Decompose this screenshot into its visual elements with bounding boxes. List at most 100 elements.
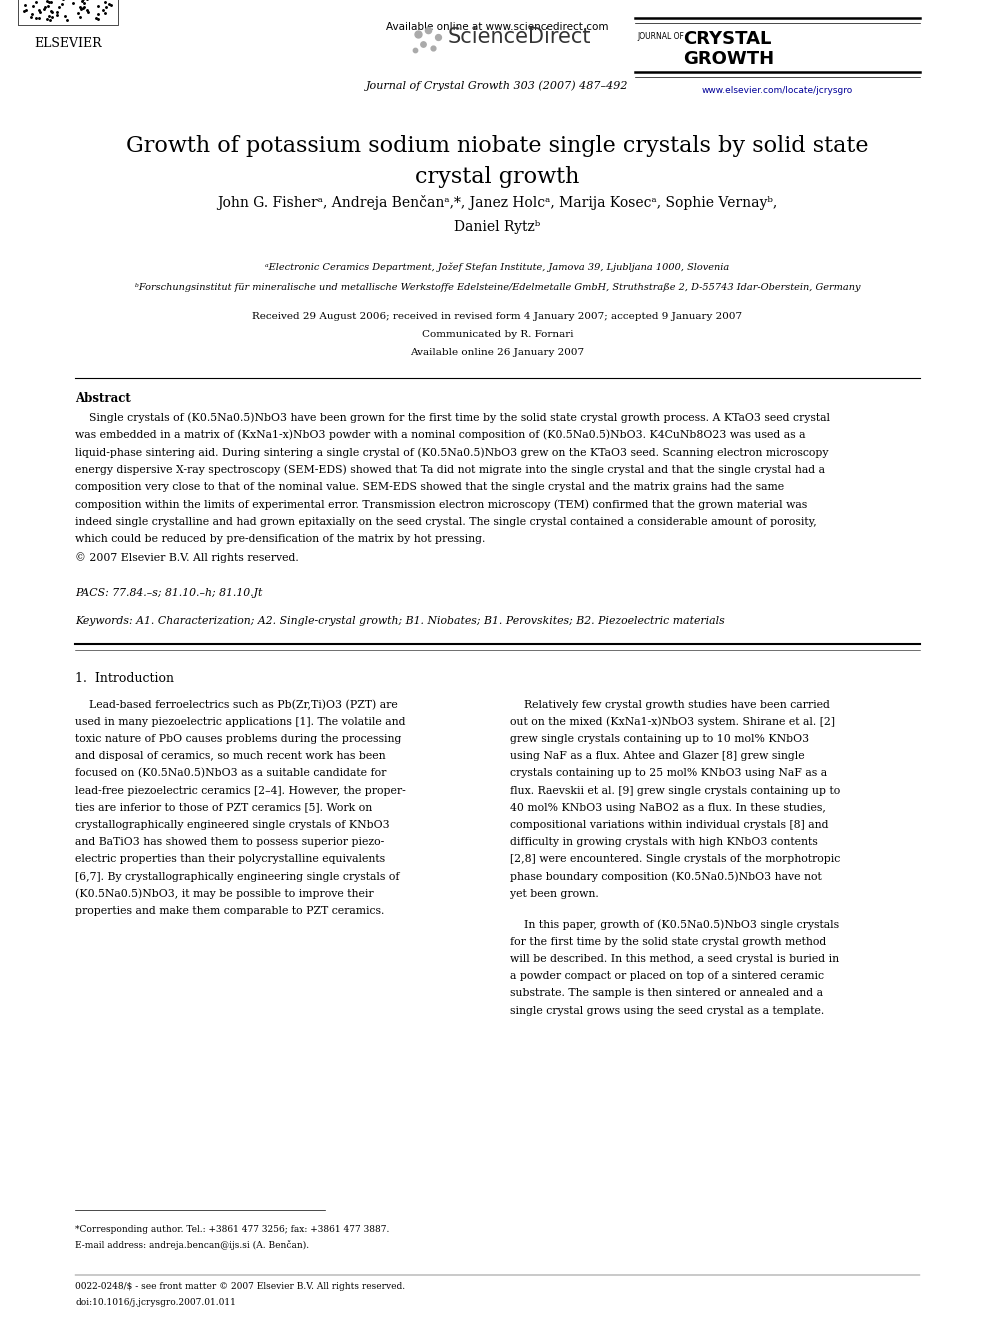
Text: GROWTH: GROWTH — [683, 50, 774, 67]
Point — [72, 0, 88, 19]
Point — [410, 24, 426, 45]
Point — [74, 0, 90, 4]
Text: crystals containing up to 25 mol% KNbO3 using NaF as a: crystals containing up to 25 mol% KNbO3 … — [510, 769, 827, 778]
Text: Lead-based ferroelectrics such as Pb(Zr,Ti)O3 (PZT) are: Lead-based ferroelectrics such as Pb(Zr,… — [75, 700, 398, 710]
Point — [88, 7, 104, 28]
Text: *Corresponding author. Tel.: +3861 477 3256; fax: +3861 477 3887.: *Corresponding author. Tel.: +3861 477 3… — [75, 1225, 390, 1234]
Text: yet been grown.: yet been grown. — [510, 889, 599, 898]
Point — [26, 0, 42, 7]
Text: energy dispersive X-ray spectroscopy (SEM-EDS) showed that Ta did not migrate in: energy dispersive X-ray spectroscopy (SE… — [75, 464, 825, 475]
Point — [65, 0, 81, 13]
Point — [59, 9, 74, 30]
Text: and disposal of ceramics, so much recent work has been: and disposal of ceramics, so much recent… — [75, 751, 386, 761]
Text: which could be reduced by pre-densification of the matrix by hot pressing.: which could be reduced by pre-densificat… — [75, 534, 485, 545]
Point — [430, 26, 445, 48]
Point — [31, 0, 47, 4]
Point — [34, 0, 50, 3]
Text: PACS: 77.84.–s; 81.10.–h; 81.10.Jt: PACS: 77.84.–s; 81.10.–h; 81.10.Jt — [75, 587, 262, 598]
Point — [44, 1, 60, 22]
Text: ELSEVIER: ELSEVIER — [34, 37, 102, 50]
Point — [23, 7, 39, 28]
Point — [28, 0, 44, 12]
Text: compositional variations within individual crystals [8] and: compositional variations within individu… — [510, 820, 828, 830]
Text: composition very close to that of the nominal value. SEM-EDS showed that the sin: composition very close to that of the no… — [75, 482, 784, 492]
Text: E-mail address: andreja.bencan@ijs.si (A. Benčan).: E-mail address: andreja.bencan@ijs.si (A… — [75, 1240, 310, 1250]
Point — [420, 20, 435, 41]
Text: In this paper, growth of (K0.5Na0.5)NbO3 single crystals: In this paper, growth of (K0.5Na0.5)NbO3… — [510, 919, 839, 930]
Text: Communicated by R. Fornari: Communicated by R. Fornari — [422, 329, 573, 339]
Point — [37, 0, 53, 17]
Text: JOURNAL OF: JOURNAL OF — [637, 32, 683, 41]
Point — [31, 0, 47, 20]
Point — [79, 0, 95, 5]
Point — [79, 1, 95, 22]
Point — [40, 0, 56, 16]
Point — [90, 0, 106, 5]
Text: a powder compact or placed on top of a sintered ceramic: a powder compact or placed on top of a s… — [510, 971, 824, 982]
Point — [31, 8, 47, 29]
Text: 40 mol% KNbO3 using NaBO2 as a flux. In these studies,: 40 mol% KNbO3 using NaBO2 as a flux. In … — [510, 803, 826, 812]
Text: www.elsevier.com/locate/jcrysgro: www.elsevier.com/locate/jcrysgro — [702, 86, 853, 95]
Text: substrate. The sample is then sintered or annealed and a: substrate. The sample is then sintered o… — [510, 988, 823, 999]
Text: CRYSTAL: CRYSTAL — [683, 30, 772, 48]
Point — [53, 0, 68, 3]
Point — [36, 0, 52, 20]
Text: electric properties than their polycrystalline equivalents: electric properties than their polycryst… — [75, 855, 385, 864]
Point — [49, 0, 64, 3]
Point — [69, 3, 85, 24]
Text: © 2007 Elsevier B.V. All rights reserved.: © 2007 Elsevier B.V. All rights reserved… — [75, 552, 299, 562]
Point — [75, 0, 91, 19]
Point — [40, 8, 56, 29]
Point — [42, 0, 58, 8]
Point — [79, 0, 95, 21]
Point — [17, 0, 33, 16]
Point — [94, 0, 110, 21]
Text: used in many piezoelectric applications [1]. The volatile and: used in many piezoelectric applications … — [75, 717, 406, 726]
Point — [54, 0, 69, 15]
Text: for the first time by the solid state crystal growth method: for the first time by the solid state cr… — [510, 937, 826, 947]
Point — [19, 0, 35, 20]
Point — [53, 0, 68, 5]
Point — [42, 5, 58, 26]
Point — [76, 0, 92, 17]
Point — [21, 0, 37, 4]
Point — [45, 0, 61, 5]
Text: Single crystals of (K0.5Na0.5)NbO3 have been grown for the first time by the sol: Single crystals of (K0.5Na0.5)NbO3 have … — [75, 411, 830, 422]
Point — [72, 0, 88, 5]
Text: ᵇForschungsinstitut für mineralische und metallische Werkstoffe Edelsteine/Edelm: ᵇForschungsinstitut für mineralische und… — [135, 283, 860, 292]
Text: properties and make them comparable to PZT ceramics.: properties and make them comparable to P… — [75, 906, 384, 916]
Point — [41, 0, 57, 5]
Text: using NaF as a flux. Ahtee and Glazer [8] grew single: using NaF as a flux. Ahtee and Glazer [8… — [510, 751, 805, 761]
Point — [26, 0, 42, 5]
Text: [2,8] were encountered. Single crystals of the morphotropic: [2,8] were encountered. Single crystals … — [510, 855, 840, 864]
Point — [27, 0, 43, 5]
Point — [101, 0, 117, 15]
Text: Daniel Rytzᵇ: Daniel Rytzᵇ — [454, 220, 541, 234]
Point — [85, 0, 101, 3]
Text: was embedded in a matrix of (KxNa1-x)NbO3 powder with a nominal composition of (: was embedded in a matrix of (KxNa1-x)NbO… — [75, 430, 806, 441]
Point — [16, 0, 32, 21]
Point — [90, 0, 106, 7]
Point — [73, 0, 89, 12]
Point — [29, 8, 45, 29]
Text: liquid-phase sintering aid. During sintering a single crystal of (K0.5Na0.5)NbO3: liquid-phase sintering aid. During sinte… — [75, 447, 828, 458]
Point — [24, 0, 40, 5]
Point — [97, 0, 113, 17]
Text: toxic nature of PbO causes problems during the processing: toxic nature of PbO causes problems duri… — [75, 734, 402, 744]
Text: ties are inferior to those of PZT ceramics [5]. Work on: ties are inferior to those of PZT cerami… — [75, 803, 372, 812]
Text: ᵃElectronic Ceramics Department, Jožef Stefan Institute, Jamova 39, Ljubljana 10: ᵃElectronic Ceramics Department, Jožef S… — [266, 262, 730, 271]
Point — [55, 0, 70, 9]
Text: crystallographically engineered single crystals of KNbO3: crystallographically engineered single c… — [75, 820, 390, 830]
Point — [44, 1, 60, 22]
Point — [44, 0, 60, 13]
Point — [71, 7, 87, 28]
Text: Journal of Crystal Growth 303 (2007) 487–492: Journal of Crystal Growth 303 (2007) 487… — [366, 79, 629, 90]
Point — [90, 0, 106, 1]
Point — [58, 5, 73, 26]
Point — [29, 0, 45, 7]
Point — [97, 3, 113, 24]
Text: Growth of potassium sodium niobate single crystals by solid state
crystal growth: Growth of potassium sodium niobate singl… — [126, 135, 869, 188]
Point — [407, 40, 423, 61]
Text: phase boundary composition (K0.5Na0.5)NbO3 have not: phase boundary composition (K0.5Na0.5)Nb… — [510, 872, 821, 882]
Text: (K0.5Na0.5)NbO3, it may be possible to improve their: (K0.5Na0.5)NbO3, it may be possible to i… — [75, 889, 374, 900]
